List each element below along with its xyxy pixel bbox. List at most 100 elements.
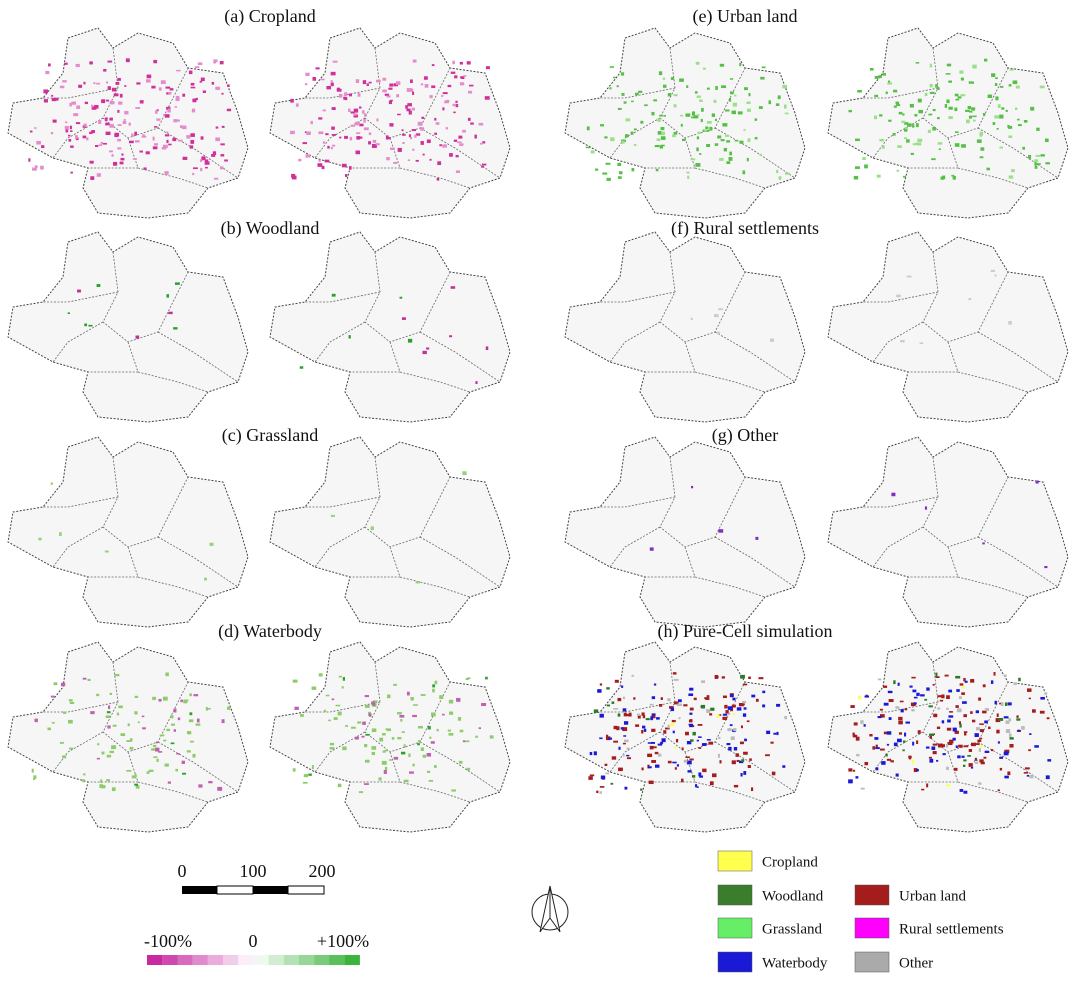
map-speckle xyxy=(467,90,473,94)
map-speckle xyxy=(963,714,968,718)
map-speckle xyxy=(403,779,409,783)
map-speckle xyxy=(165,86,171,89)
map-speckle xyxy=(332,60,338,63)
map-speckle xyxy=(111,87,117,92)
map-speckle xyxy=(749,758,752,761)
map-speckle xyxy=(127,723,130,727)
map-speckle xyxy=(345,725,348,727)
map-speckle xyxy=(120,157,125,161)
map-speckle xyxy=(898,720,903,725)
map-speckle xyxy=(994,274,997,277)
legend-label: Cropland xyxy=(762,854,818,870)
map-speckle xyxy=(162,144,168,148)
map-speckle xyxy=(467,677,471,680)
map-speckle xyxy=(875,744,878,748)
map-speckle xyxy=(195,97,198,101)
map-speckle xyxy=(109,750,115,754)
map-speckle xyxy=(405,105,408,109)
map-speckle xyxy=(652,746,657,749)
map-speckle xyxy=(964,732,967,736)
map-speckle xyxy=(946,766,949,771)
map-speckle xyxy=(376,118,379,122)
map-speckle xyxy=(168,143,172,146)
map-speckle xyxy=(761,66,766,69)
map-speckle xyxy=(100,779,103,784)
map-speckle xyxy=(990,749,994,752)
map xyxy=(269,641,511,833)
map-speckle xyxy=(912,689,917,693)
map-speckle xyxy=(70,171,73,174)
map-speckle xyxy=(88,324,93,327)
map-speckle xyxy=(978,782,982,785)
map-speckle xyxy=(705,697,710,700)
map-speckle xyxy=(954,107,958,112)
map-speckle xyxy=(723,147,727,152)
colorbar-cell xyxy=(238,955,254,965)
map-speckle xyxy=(928,113,933,116)
map-speckle xyxy=(211,81,215,85)
map-speckle xyxy=(736,759,740,762)
map-speckle xyxy=(190,82,195,86)
map-outline xyxy=(564,27,806,219)
map-speckle xyxy=(987,94,993,98)
map-speckle xyxy=(1044,692,1048,695)
map-speckle xyxy=(680,778,684,783)
map-speckle xyxy=(432,684,435,688)
map-speckle xyxy=(935,676,940,679)
map-speckle xyxy=(393,756,399,760)
map-speckle xyxy=(1022,146,1026,150)
panel-title: (c) Grassland xyxy=(222,425,318,446)
map-speckle xyxy=(730,736,735,741)
map-speckle xyxy=(906,275,912,278)
map-speckle xyxy=(182,156,188,160)
map-speckle xyxy=(388,87,393,90)
map-speckle xyxy=(53,682,58,686)
map-speckle xyxy=(860,720,864,724)
map-speckle xyxy=(164,763,169,767)
map-speckle xyxy=(776,703,781,707)
map-speckle xyxy=(906,139,910,143)
map-speckle xyxy=(734,94,737,97)
map-speckle xyxy=(645,718,650,721)
map-speckle xyxy=(182,93,186,97)
map-speckle xyxy=(721,85,727,89)
map-speckle xyxy=(298,158,302,162)
map-speckle xyxy=(719,157,724,161)
map-speckle xyxy=(363,127,369,131)
map-speckle xyxy=(204,159,209,163)
map-speckle xyxy=(717,331,721,335)
map-speckle xyxy=(635,724,640,727)
map-speckle xyxy=(135,335,140,339)
map-speckle xyxy=(355,121,360,126)
map-speckle xyxy=(758,106,763,109)
map-speckle xyxy=(199,159,203,162)
map-speckle xyxy=(719,760,722,764)
map-speckle xyxy=(407,103,413,107)
map-speckle xyxy=(485,346,489,351)
map-speckle xyxy=(407,159,411,161)
map-speckle xyxy=(904,708,908,711)
map-speckle xyxy=(1023,772,1029,774)
map-speckle xyxy=(902,740,906,743)
map-speckle xyxy=(638,90,643,93)
map-speckle xyxy=(371,751,375,756)
map-speckle xyxy=(353,108,359,113)
map-speckle xyxy=(672,730,675,734)
map-speckle xyxy=(129,746,134,750)
map-speckle xyxy=(689,725,694,728)
map-speckle xyxy=(990,269,995,272)
map-speckle xyxy=(739,140,744,144)
map-speckle xyxy=(78,84,83,88)
map-speckle xyxy=(82,677,87,680)
map-speckle xyxy=(348,335,351,339)
map-speckle xyxy=(979,744,983,747)
map-speckle xyxy=(895,101,900,105)
map-speckle xyxy=(747,108,751,112)
map-speckle xyxy=(1028,749,1031,752)
map-speckle xyxy=(748,92,751,97)
map-outline xyxy=(7,436,249,628)
map-speckle xyxy=(455,155,459,158)
map-speckle xyxy=(141,715,145,718)
map-speckle xyxy=(709,713,713,716)
